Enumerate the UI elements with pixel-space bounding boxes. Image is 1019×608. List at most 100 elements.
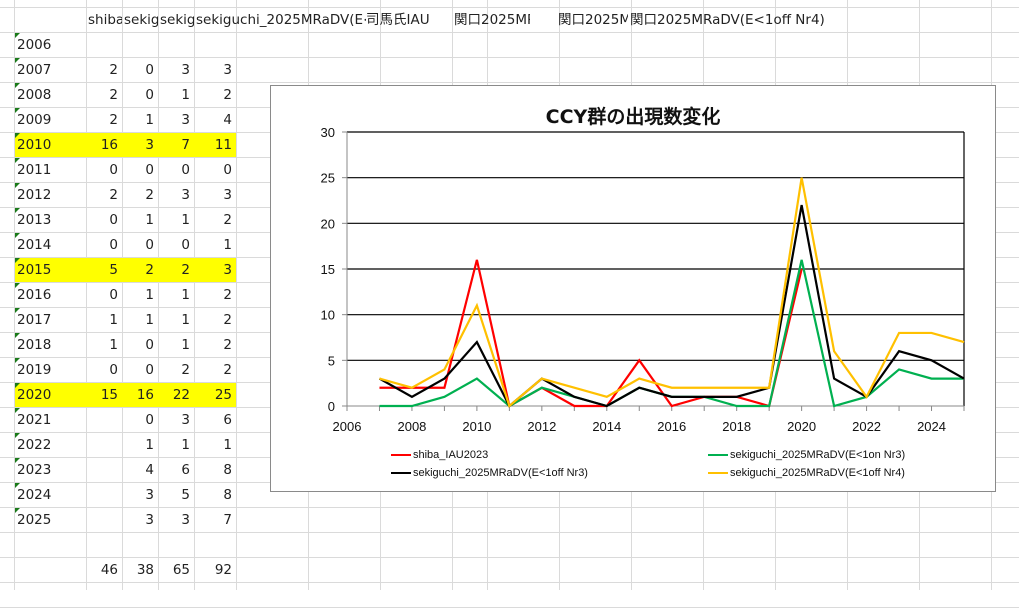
value-cell[interactable]: 2: [145, 262, 154, 278]
value-cell[interactable]: 1: [223, 437, 232, 453]
value-cell[interactable]: 15: [100, 387, 118, 403]
value-cell[interactable]: 0: [109, 287, 118, 303]
value-cell[interactable]: 7: [223, 512, 232, 528]
series-line-0[interactable]: [379, 259, 803, 408]
header-cell[interactable]: 司馬氏IAU: [366, 12, 430, 28]
value-cell[interactable]: 2: [223, 362, 232, 378]
value-cell[interactable]: 3: [145, 137, 154, 153]
value-cell[interactable]: 3: [223, 62, 232, 78]
header-cell[interactable]: shiba: [88, 12, 122, 28]
year-cell[interactable]: 2018: [17, 337, 52, 353]
value-cell[interactable]: [86, 433, 122, 457]
value-cell[interactable]: 0: [109, 162, 118, 178]
year-cell[interactable]: 2016: [17, 287, 52, 303]
value-cell[interactable]: 16: [136, 387, 154, 403]
value-cell[interactable]: 0: [145, 87, 154, 103]
value-cell[interactable]: [158, 33, 194, 57]
year-cell[interactable]: 2022: [17, 437, 52, 453]
year-cell[interactable]: 2025: [17, 512, 52, 528]
value-cell[interactable]: 3: [181, 62, 190, 78]
year-cell[interactable]: 2006: [17, 37, 52, 53]
value-cell[interactable]: 1: [181, 87, 190, 103]
value-cell[interactable]: 0: [145, 362, 154, 378]
value-cell[interactable]: 7: [181, 137, 190, 153]
header-cell[interactable]: 関口2025M: [558, 12, 628, 28]
total-off-nr3[interactable]: 65: [172, 562, 190, 578]
value-cell[interactable]: 22: [172, 387, 190, 403]
series-line-3[interactable]: [379, 177, 965, 408]
value-cell[interactable]: 2: [145, 187, 154, 203]
value-cell[interactable]: 0: [109, 212, 118, 228]
value-cell[interactable]: 1: [145, 437, 154, 453]
value-cell[interactable]: 3: [145, 512, 154, 528]
year-cell[interactable]: 2008: [17, 87, 52, 103]
value-cell[interactable]: [86, 408, 122, 432]
year-cell[interactable]: 2007: [17, 62, 52, 78]
year-cell[interactable]: 2010: [17, 137, 52, 153]
header-cell[interactable]: 関口2025MRaD: [454, 12, 530, 28]
value-cell[interactable]: [86, 508, 122, 532]
value-cell[interactable]: 0: [109, 237, 118, 253]
year-cell[interactable]: 2020: [17, 387, 52, 403]
value-cell[interactable]: 2: [109, 187, 118, 203]
value-cell[interactable]: 8: [223, 462, 232, 478]
value-cell[interactable]: 1: [181, 287, 190, 303]
value-cell[interactable]: 0: [145, 337, 154, 353]
value-cell[interactable]: 0: [181, 237, 190, 253]
value-cell[interactable]: 0: [181, 162, 190, 178]
value-cell[interactable]: 0: [145, 412, 154, 428]
value-cell[interactable]: 3: [223, 262, 232, 278]
value-cell[interactable]: 0: [109, 362, 118, 378]
value-cell[interactable]: 2: [181, 262, 190, 278]
value-cell[interactable]: 1: [181, 437, 190, 453]
year-cell[interactable]: 2015: [17, 262, 52, 278]
value-cell[interactable]: 2: [223, 287, 232, 303]
value-cell[interactable]: 25: [214, 387, 232, 403]
value-cell[interactable]: [86, 33, 122, 57]
value-cell[interactable]: 0: [145, 237, 154, 253]
value-cell[interactable]: 2: [109, 62, 118, 78]
value-cell[interactable]: 1: [145, 212, 154, 228]
value-cell[interactable]: 1: [145, 112, 154, 128]
total-on-nr3[interactable]: 38: [136, 562, 154, 578]
value-cell[interactable]: 2: [109, 87, 118, 103]
value-cell[interactable]: 1: [181, 212, 190, 228]
value-cell[interactable]: 8: [223, 487, 232, 503]
value-cell[interactable]: 4: [223, 112, 232, 128]
value-cell[interactable]: 1: [181, 312, 190, 328]
year-cell[interactable]: 2014: [17, 237, 52, 253]
year-cell[interactable]: 2009: [17, 112, 52, 128]
value-cell[interactable]: 3: [181, 412, 190, 428]
value-cell[interactable]: 1: [145, 312, 154, 328]
year-cell[interactable]: 2024: [17, 487, 52, 503]
value-cell[interactable]: [86, 458, 122, 482]
header-cell[interactable]: sekig: [160, 12, 194, 28]
total-off-nr4[interactable]: 92: [214, 562, 232, 578]
value-cell[interactable]: 5: [109, 262, 118, 278]
value-cell[interactable]: 3: [181, 187, 190, 203]
value-cell[interactable]: 2: [223, 212, 232, 228]
value-cell[interactable]: 1: [223, 237, 232, 253]
header-cell[interactable]: sekiguchi_2025MRaDV(E<: [196, 12, 366, 28]
value-cell[interactable]: 2: [181, 362, 190, 378]
value-cell[interactable]: 1: [181, 337, 190, 353]
value-cell[interactable]: 6: [181, 462, 190, 478]
value-cell[interactable]: 6: [223, 412, 232, 428]
year-cell[interactable]: 2023: [17, 462, 52, 478]
total-shiba[interactable]: 46: [100, 562, 118, 578]
year-cell[interactable]: 2019: [17, 362, 52, 378]
value-cell[interactable]: 1: [109, 337, 118, 353]
value-cell[interactable]: 0: [145, 62, 154, 78]
value-cell[interactable]: [86, 483, 122, 507]
value-cell[interactable]: 3: [223, 187, 232, 203]
year-cell[interactable]: 2013: [17, 212, 52, 228]
year-cell[interactable]: 2017: [17, 312, 52, 328]
value-cell[interactable]: [194, 33, 236, 57]
year-cell[interactable]: 2021: [17, 412, 52, 428]
value-cell[interactable]: [122, 33, 158, 57]
value-cell[interactable]: 2: [223, 87, 232, 103]
value-cell[interactable]: 3: [145, 487, 154, 503]
value-cell[interactable]: 2: [109, 112, 118, 128]
header-cell[interactable]: 関口2025MRaDV(E<1off Nr4): [630, 12, 825, 28]
header-cell[interactable]: sekig: [124, 12, 158, 28]
